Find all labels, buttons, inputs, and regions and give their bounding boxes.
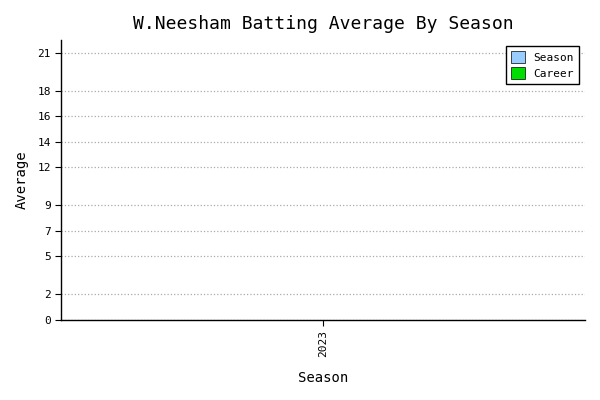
X-axis label: Season: Season <box>298 371 348 385</box>
Legend: Season, Career: Season, Career <box>506 46 580 84</box>
Title: W.Neesham Batting Average By Season: W.Neesham Batting Average By Season <box>133 15 514 33</box>
Y-axis label: Average: Average <box>15 150 29 209</box>
